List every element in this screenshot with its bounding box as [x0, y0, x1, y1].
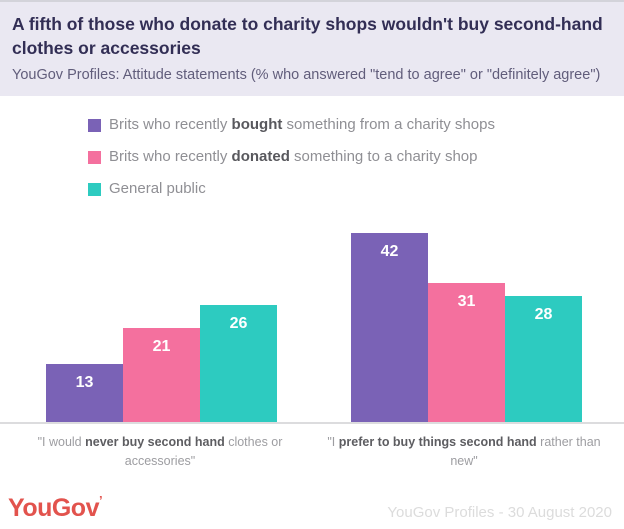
bar-group: 13 21 26	[46, 305, 277, 422]
bar-value-label: 21	[152, 338, 171, 355]
bar: 31	[428, 283, 505, 422]
category-text: rather than new"	[450, 435, 601, 468]
category-text-bold: never buy second hand	[85, 435, 225, 449]
chart-title: A fifth of those who donate to charity s…	[12, 14, 603, 58]
category-labels: "I would never buy second hand clothes o…	[14, 433, 624, 471]
bar: 21	[123, 328, 200, 422]
legend-item-general-public: General public	[88, 178, 624, 200]
legend-text: something from a charity shops	[282, 116, 495, 133]
legend-swatch-purple-icon	[88, 118, 101, 132]
yougov-logo: YouGov’	[8, 493, 103, 523]
header: A fifth of those who donate to charity s…	[0, 0, 624, 96]
legend-text: Brits who recently	[109, 116, 232, 133]
bar: 28	[505, 296, 582, 422]
bar-chart: 13 21 26 42 31 28 "I would never buy second h…	[0, 210, 624, 471]
legend-item-bought: Brits who recently bought something from…	[88, 114, 624, 136]
footer: YouGov’ YouGov Profiles - 30 August 2020	[0, 494, 624, 529]
bar-value-label: 13	[75, 374, 94, 391]
category-label-prefer-second-hand: "I prefer to buy things second hand rath…	[318, 433, 610, 471]
source-credit: YouGov Profiles - 30 August 2020	[387, 504, 612, 521]
category-text: "I would	[37, 435, 86, 449]
bar: 13	[46, 364, 123, 422]
legend-text: something to a charity shop	[289, 148, 478, 165]
yougov-logo-tick-icon: ’	[98, 493, 103, 508]
legend-text-bold: donated	[231, 148, 290, 165]
category-text-bold: prefer to buy things second hand	[338, 435, 537, 449]
bar-value-label: 42	[380, 243, 399, 260]
bar: 42	[351, 233, 428, 422]
chart-subtitle: YouGov Profiles: Attitude statements (% …	[12, 67, 601, 83]
bar-group: 42 31 28	[351, 233, 582, 422]
bar: 26	[200, 305, 277, 422]
legend: Brits who recently bought something from…	[88, 114, 624, 210]
legend-swatch-teal-icon	[88, 182, 101, 196]
legend-text: General public	[109, 180, 206, 197]
legend-label-donated: Brits who recently donated something to …	[109, 146, 478, 168]
category-label-never-buy: "I would never buy second hand clothes o…	[14, 433, 306, 471]
yougov-logo-text: YouGov	[8, 494, 99, 522]
legend-swatch-pink-icon	[88, 150, 101, 164]
legend-text-bold: bought	[231, 116, 283, 133]
legend-label-general-public: General public	[109, 178, 206, 200]
bar-chart-plot-area: 13 21 26 42 31 28	[46, 220, 624, 422]
bar-value-label: 28	[534, 306, 553, 323]
legend-label-bought: Brits who recently bought something from…	[109, 114, 495, 136]
category-text: "I	[327, 435, 339, 449]
bar-value-label: 26	[229, 315, 248, 332]
legend-text: Brits who recently	[109, 148, 232, 165]
legend-item-donated: Brits who recently donated something to …	[88, 146, 624, 168]
bar-value-label: 31	[457, 293, 476, 310]
x-axis-line	[0, 422, 624, 424]
category-text: clothes or accessories"	[124, 435, 283, 468]
